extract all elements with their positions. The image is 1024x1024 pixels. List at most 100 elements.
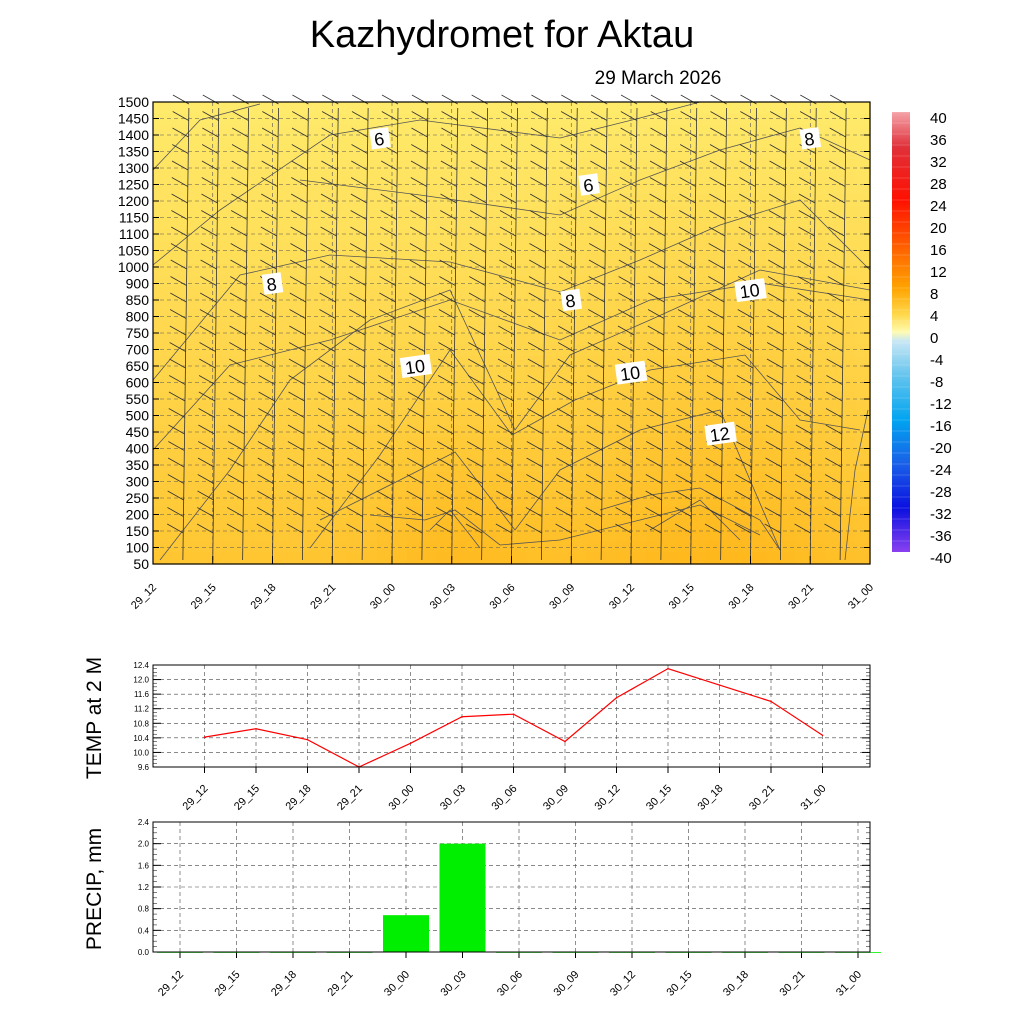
field-cell	[212, 102, 229, 115]
field-cell	[795, 344, 811, 357]
field-cell	[197, 552, 214, 565]
field-cell	[720, 448, 737, 461]
field-cell	[840, 448, 856, 461]
x-tick-label: 29_21	[326, 969, 356, 999]
wind-barb-flag	[168, 391, 186, 402]
field-cell	[765, 159, 781, 172]
field-cell	[795, 182, 811, 195]
wind-barb-flag	[290, 226, 307, 237]
field-cell	[317, 321, 333, 334]
wind-barb-flag	[466, 507, 483, 517]
y-tick-label: 200	[126, 507, 150, 523]
wind-barb-flag	[437, 408, 454, 418]
field-cell	[167, 159, 184, 172]
field-cell	[586, 436, 602, 450]
field-cell	[212, 309, 229, 323]
wind-barb-flag	[797, 276, 815, 286]
field-cell	[526, 171, 542, 184]
field-cell	[153, 159, 169, 172]
wind-barb-flag	[406, 507, 423, 517]
wind-barb-flag	[287, 474, 304, 484]
wind-barb-flag	[620, 111, 638, 121]
field-cell	[556, 194, 572, 207]
field-cell	[765, 298, 781, 311]
field-cell	[720, 298, 737, 311]
field-cell	[601, 506, 617, 519]
wind-barb-flag	[767, 276, 785, 286]
wind-barb-flag	[829, 111, 847, 121]
field-cell	[705, 252, 722, 265]
wind-barb-flag	[645, 490, 662, 501]
field-cell	[302, 298, 318, 311]
field-cell	[257, 194, 274, 207]
wind-barb-flag	[350, 243, 367, 253]
field-cell	[182, 436, 199, 450]
field-cell	[242, 298, 259, 311]
temp-point	[512, 713, 515, 715]
field-cell	[675, 413, 692, 426]
field-cell	[347, 413, 363, 426]
field-cell	[810, 298, 826, 311]
field-cell	[735, 483, 752, 496]
wind-barb-flag	[708, 259, 725, 270]
wind-barb-flag	[525, 490, 543, 501]
contour-label: 6	[373, 129, 386, 150]
contour-label-box	[399, 354, 433, 378]
wind-barb-flag	[617, 342, 634, 352]
field-cell	[406, 413, 423, 426]
field-cell	[317, 125, 333, 138]
wind-barb-flag	[796, 375, 813, 385]
wind-barb-flag	[526, 474, 543, 484]
field-cell	[436, 540, 453, 554]
x-tick-label: 30_18	[696, 783, 726, 813]
field-cell	[197, 367, 214, 380]
field-cell	[795, 240, 811, 253]
field-cell	[153, 529, 169, 542]
field-cell	[257, 309, 274, 323]
field-cell	[377, 113, 393, 126]
field-cell	[795, 367, 811, 380]
field-cell	[436, 448, 453, 461]
field-cell	[616, 494, 632, 507]
wind-barb-flag	[376, 523, 393, 534]
field-cell	[287, 460, 303, 473]
field-cell	[795, 102, 811, 115]
wind-barb-flag	[291, 177, 308, 187]
field-cell	[765, 483, 781, 496]
field-cell	[750, 494, 767, 507]
wind-barb-flag	[558, 259, 576, 270]
field-cell	[466, 413, 483, 426]
wind-barb-flag	[168, 408, 185, 418]
field-cell	[645, 102, 662, 115]
field-cell	[616, 252, 632, 265]
field-cell	[795, 425, 811, 438]
field-cell	[212, 125, 229, 138]
field-cell	[436, 229, 453, 242]
field-cell	[302, 367, 318, 380]
field-cell	[392, 194, 408, 207]
wind-barb-flag	[379, 292, 396, 303]
field-cell	[451, 125, 468, 138]
x-tick-label: 30_09	[547, 582, 577, 612]
field-cell	[526, 252, 542, 265]
field-cell	[347, 517, 363, 530]
wind-barb-flag	[228, 408, 245, 418]
wind-barb-flag	[351, 127, 368, 138]
field-cell	[197, 333, 214, 346]
field-cell	[167, 136, 184, 149]
field-cell	[242, 483, 259, 496]
field-cell	[780, 344, 796, 357]
field-cell	[660, 529, 677, 542]
y-tick-label: 0.8	[138, 905, 150, 914]
wind-barb-flag	[197, 490, 214, 501]
y-tick-label: 12.0	[133, 676, 149, 685]
field-cell	[496, 333, 513, 346]
field-cell	[242, 367, 259, 380]
field-cell	[780, 102, 796, 115]
field-cell	[705, 333, 722, 346]
y-tick-label: 550	[126, 391, 150, 407]
field-cell	[153, 205, 169, 219]
field-cell	[182, 390, 199, 403]
y-tick-label: 0.0	[138, 948, 150, 957]
x-tick-label: 30_15	[644, 783, 674, 813]
